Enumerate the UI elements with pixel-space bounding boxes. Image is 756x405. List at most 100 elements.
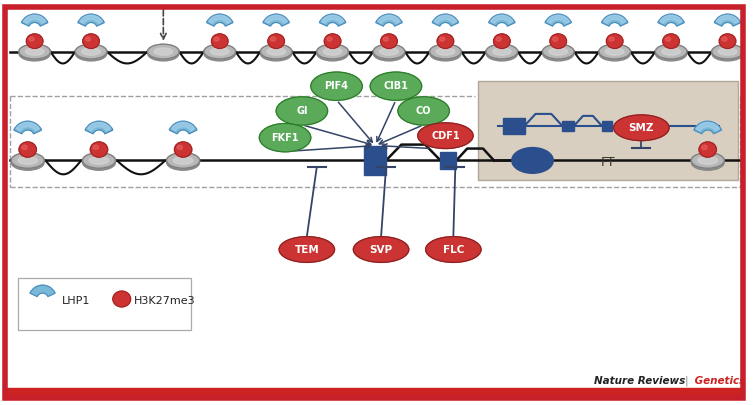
Ellipse shape — [261, 46, 292, 61]
Wedge shape — [603, 15, 626, 23]
Ellipse shape — [440, 37, 445, 41]
Ellipse shape — [655, 46, 686, 61]
Ellipse shape — [543, 46, 574, 61]
Ellipse shape — [370, 72, 422, 100]
Wedge shape — [694, 121, 721, 134]
Ellipse shape — [655, 44, 686, 59]
Ellipse shape — [204, 46, 235, 61]
Ellipse shape — [268, 34, 284, 49]
Wedge shape — [432, 14, 459, 26]
Wedge shape — [80, 15, 102, 23]
Ellipse shape — [373, 44, 404, 59]
Wedge shape — [78, 14, 104, 26]
Wedge shape — [491, 15, 513, 23]
Ellipse shape — [430, 44, 461, 59]
Ellipse shape — [383, 37, 389, 41]
Ellipse shape — [486, 46, 517, 61]
Ellipse shape — [82, 34, 99, 49]
Wedge shape — [545, 14, 572, 26]
Ellipse shape — [90, 142, 107, 157]
Ellipse shape — [177, 145, 182, 149]
Text: SVP: SVP — [370, 245, 392, 254]
Ellipse shape — [85, 37, 91, 41]
Ellipse shape — [692, 153, 724, 168]
Ellipse shape — [167, 153, 200, 168]
Wedge shape — [14, 121, 42, 134]
Ellipse shape — [430, 46, 461, 61]
Ellipse shape — [11, 153, 44, 168]
Ellipse shape — [76, 46, 107, 61]
Wedge shape — [30, 285, 55, 296]
Wedge shape — [602, 14, 628, 26]
Text: GI: GI — [296, 106, 308, 116]
Ellipse shape — [662, 48, 680, 55]
Ellipse shape — [426, 237, 481, 262]
Ellipse shape — [324, 48, 342, 55]
Ellipse shape — [718, 48, 737, 55]
Wedge shape — [319, 14, 345, 26]
Bar — [503, 118, 525, 134]
Ellipse shape — [494, 34, 510, 49]
Ellipse shape — [214, 37, 219, 41]
Ellipse shape — [614, 115, 669, 141]
Text: CDF1: CDF1 — [431, 131, 460, 141]
Text: CIB1: CIB1 — [383, 81, 408, 91]
Wedge shape — [16, 122, 39, 131]
Bar — [562, 121, 574, 131]
Ellipse shape — [599, 46, 631, 61]
Text: CO: CO — [416, 106, 432, 116]
Text: FT: FT — [601, 156, 615, 169]
Ellipse shape — [18, 157, 38, 164]
Bar — [364, 145, 386, 175]
Ellipse shape — [212, 34, 228, 49]
Wedge shape — [376, 14, 402, 26]
Ellipse shape — [173, 157, 193, 164]
Wedge shape — [206, 14, 233, 26]
Wedge shape — [378, 15, 400, 23]
Bar — [602, 121, 612, 131]
Wedge shape — [209, 15, 231, 23]
Ellipse shape — [19, 142, 36, 157]
Ellipse shape — [353, 237, 409, 262]
Ellipse shape — [267, 48, 286, 55]
Ellipse shape — [22, 145, 27, 149]
Wedge shape — [321, 15, 344, 23]
Bar — [18, 278, 191, 330]
Ellipse shape — [210, 48, 229, 55]
Wedge shape — [263, 14, 290, 26]
Ellipse shape — [19, 44, 50, 59]
Ellipse shape — [271, 37, 276, 41]
Ellipse shape — [147, 44, 179, 59]
Ellipse shape — [82, 153, 116, 168]
Ellipse shape — [89, 157, 109, 164]
Text: FKF1: FKF1 — [271, 133, 299, 143]
Wedge shape — [547, 15, 569, 23]
Ellipse shape — [698, 157, 717, 164]
Ellipse shape — [692, 155, 724, 170]
Ellipse shape — [702, 145, 707, 149]
Ellipse shape — [204, 44, 235, 59]
Ellipse shape — [549, 48, 568, 55]
Ellipse shape — [712, 46, 743, 61]
Ellipse shape — [19, 46, 50, 61]
Wedge shape — [23, 15, 45, 23]
Ellipse shape — [279, 237, 335, 262]
Bar — [478, 81, 739, 180]
Ellipse shape — [259, 124, 311, 152]
Ellipse shape — [82, 155, 116, 170]
Ellipse shape — [665, 37, 671, 41]
Ellipse shape — [26, 34, 43, 49]
Ellipse shape — [712, 44, 743, 59]
Ellipse shape — [113, 291, 131, 307]
Ellipse shape — [722, 37, 727, 41]
Ellipse shape — [543, 44, 574, 59]
Ellipse shape — [276, 97, 327, 125]
Text: TEM: TEM — [295, 245, 319, 254]
Wedge shape — [265, 15, 287, 23]
Wedge shape — [21, 14, 48, 26]
Text: Nature Reviews: Nature Reviews — [594, 376, 685, 386]
Ellipse shape — [76, 44, 107, 59]
Ellipse shape — [381, 34, 398, 49]
Ellipse shape — [327, 37, 332, 41]
Ellipse shape — [317, 46, 349, 61]
